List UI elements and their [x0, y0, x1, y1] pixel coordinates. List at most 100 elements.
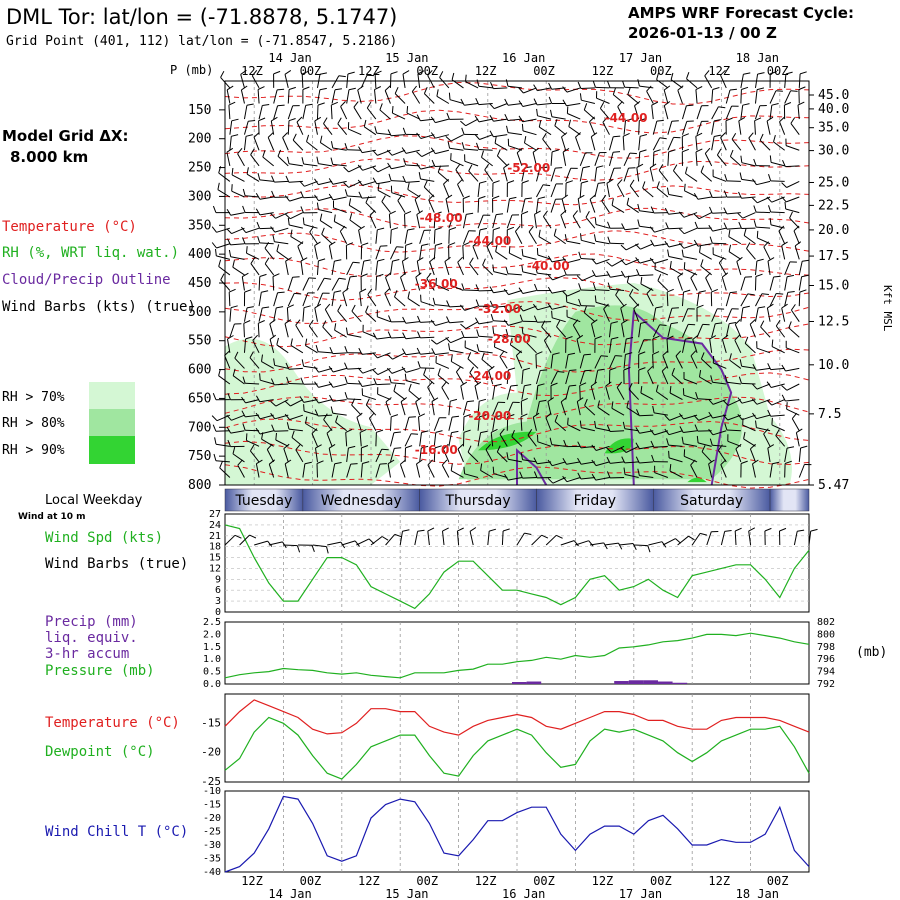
model-grid-label: Model Grid ΔX: [2, 127, 129, 145]
barb-flag [724, 375, 728, 383]
barb-shaft [477, 401, 480, 416]
barb-shaft [535, 354, 537, 369]
barb-shaft [522, 290, 537, 294]
wind-barb [287, 276, 300, 291]
wind-barb [385, 533, 402, 546]
barb-flag [606, 179, 614, 184]
wind-barb [346, 261, 360, 276]
legend-wind-barbs: Wind Barbs (kts) (true) [2, 299, 196, 315]
wind-barb [443, 178, 450, 198]
wind-barb [652, 351, 660, 369]
wind-barb [759, 133, 771, 151]
barb-shaft [567, 290, 581, 297]
wind-barb [514, 225, 523, 244]
barb-shaft [531, 534, 542, 546]
barb-shaft [375, 245, 381, 260]
barb-shaft [332, 399, 347, 402]
barb-shaft [375, 260, 379, 275]
barb-flag [377, 227, 385, 231]
barb-flag [708, 398, 714, 405]
barb-shaft [318, 383, 333, 388]
wind-barb [690, 272, 698, 291]
barb-shaft [537, 305, 552, 311]
barb-shaft [462, 401, 468, 416]
wind-barb [565, 352, 576, 369]
barb-flag [647, 545, 651, 553]
wind-barb [375, 273, 384, 291]
wind-barb [232, 446, 245, 463]
barb-shaft [237, 153, 245, 167]
barb-flag [613, 135, 621, 138]
pressure-tick-label: 250 [188, 161, 211, 176]
barb-flag [507, 180, 515, 184]
wind-barb [386, 367, 406, 374]
barb-flag [237, 459, 243, 466]
barb-flag [603, 542, 608, 550]
wind-barb [511, 430, 523, 447]
temperature-contour [224, 348, 810, 373]
barb-flag [778, 225, 785, 232]
wind-barb [798, 71, 807, 88]
barb-shaft [626, 204, 639, 214]
wind-barb [749, 319, 756, 338]
wind-barb [638, 367, 646, 385]
barb-flag [798, 86, 806, 90]
wind-barb [579, 369, 592, 385]
barb-flag [561, 194, 569, 200]
barb-flag [401, 147, 407, 154]
barb-flag [226, 208, 232, 216]
wind-barb [489, 103, 508, 110]
barb-shaft [450, 134, 464, 142]
barb-flag [478, 195, 486, 200]
barb-shaft [789, 217, 800, 229]
wind-barb [299, 396, 318, 403]
barb-shaft [287, 277, 294, 291]
barb-shaft [433, 214, 436, 229]
barb-flag [397, 194, 403, 201]
barb-flag [285, 362, 290, 370]
wind-barb [565, 369, 577, 385]
barb-flag [800, 445, 808, 449]
wind-barb [446, 112, 464, 120]
barb-flag [640, 386, 643, 394]
barb-shaft [685, 173, 698, 182]
barb-flag [536, 108, 538, 116]
wind-barb [492, 466, 508, 478]
wind-barb [535, 383, 545, 400]
barb-flag [694, 424, 699, 432]
wind-barb [554, 119, 566, 136]
barb-flag [474, 381, 482, 387]
barb-flag [372, 352, 378, 359]
barb-flag [577, 194, 585, 200]
wind-barb [341, 540, 360, 547]
wind-barb [577, 194, 585, 213]
barb-shaft [756, 226, 771, 229]
barb-shaft [389, 432, 395, 447]
barb-flag [273, 70, 281, 75]
barb-flag [352, 261, 360, 264]
barb-shaft [551, 258, 566, 263]
barb-shaft [290, 212, 304, 220]
wind-barb [535, 351, 543, 369]
wind-barb [291, 430, 304, 447]
barb-flag [406, 106, 409, 114]
barb-flag [636, 268, 640, 276]
wind-barb [764, 527, 772, 546]
wind-barb [475, 299, 493, 307]
barb-flag [810, 528, 818, 532]
barb-flag [781, 364, 786, 372]
barb-flag [436, 89, 439, 97]
barb-flag [773, 275, 781, 278]
barb-shaft [566, 301, 581, 307]
barb-shaft [621, 323, 625, 338]
barb-flag [775, 429, 780, 436]
barb-flag [295, 319, 301, 326]
barb-shaft [479, 134, 493, 140]
barb-flag [639, 118, 647, 122]
barb-shaft [507, 273, 522, 276]
barb-shaft [441, 387, 450, 400]
barb-flag [672, 164, 678, 171]
barb-shaft [332, 383, 347, 388]
wind-barb [374, 86, 382, 104]
